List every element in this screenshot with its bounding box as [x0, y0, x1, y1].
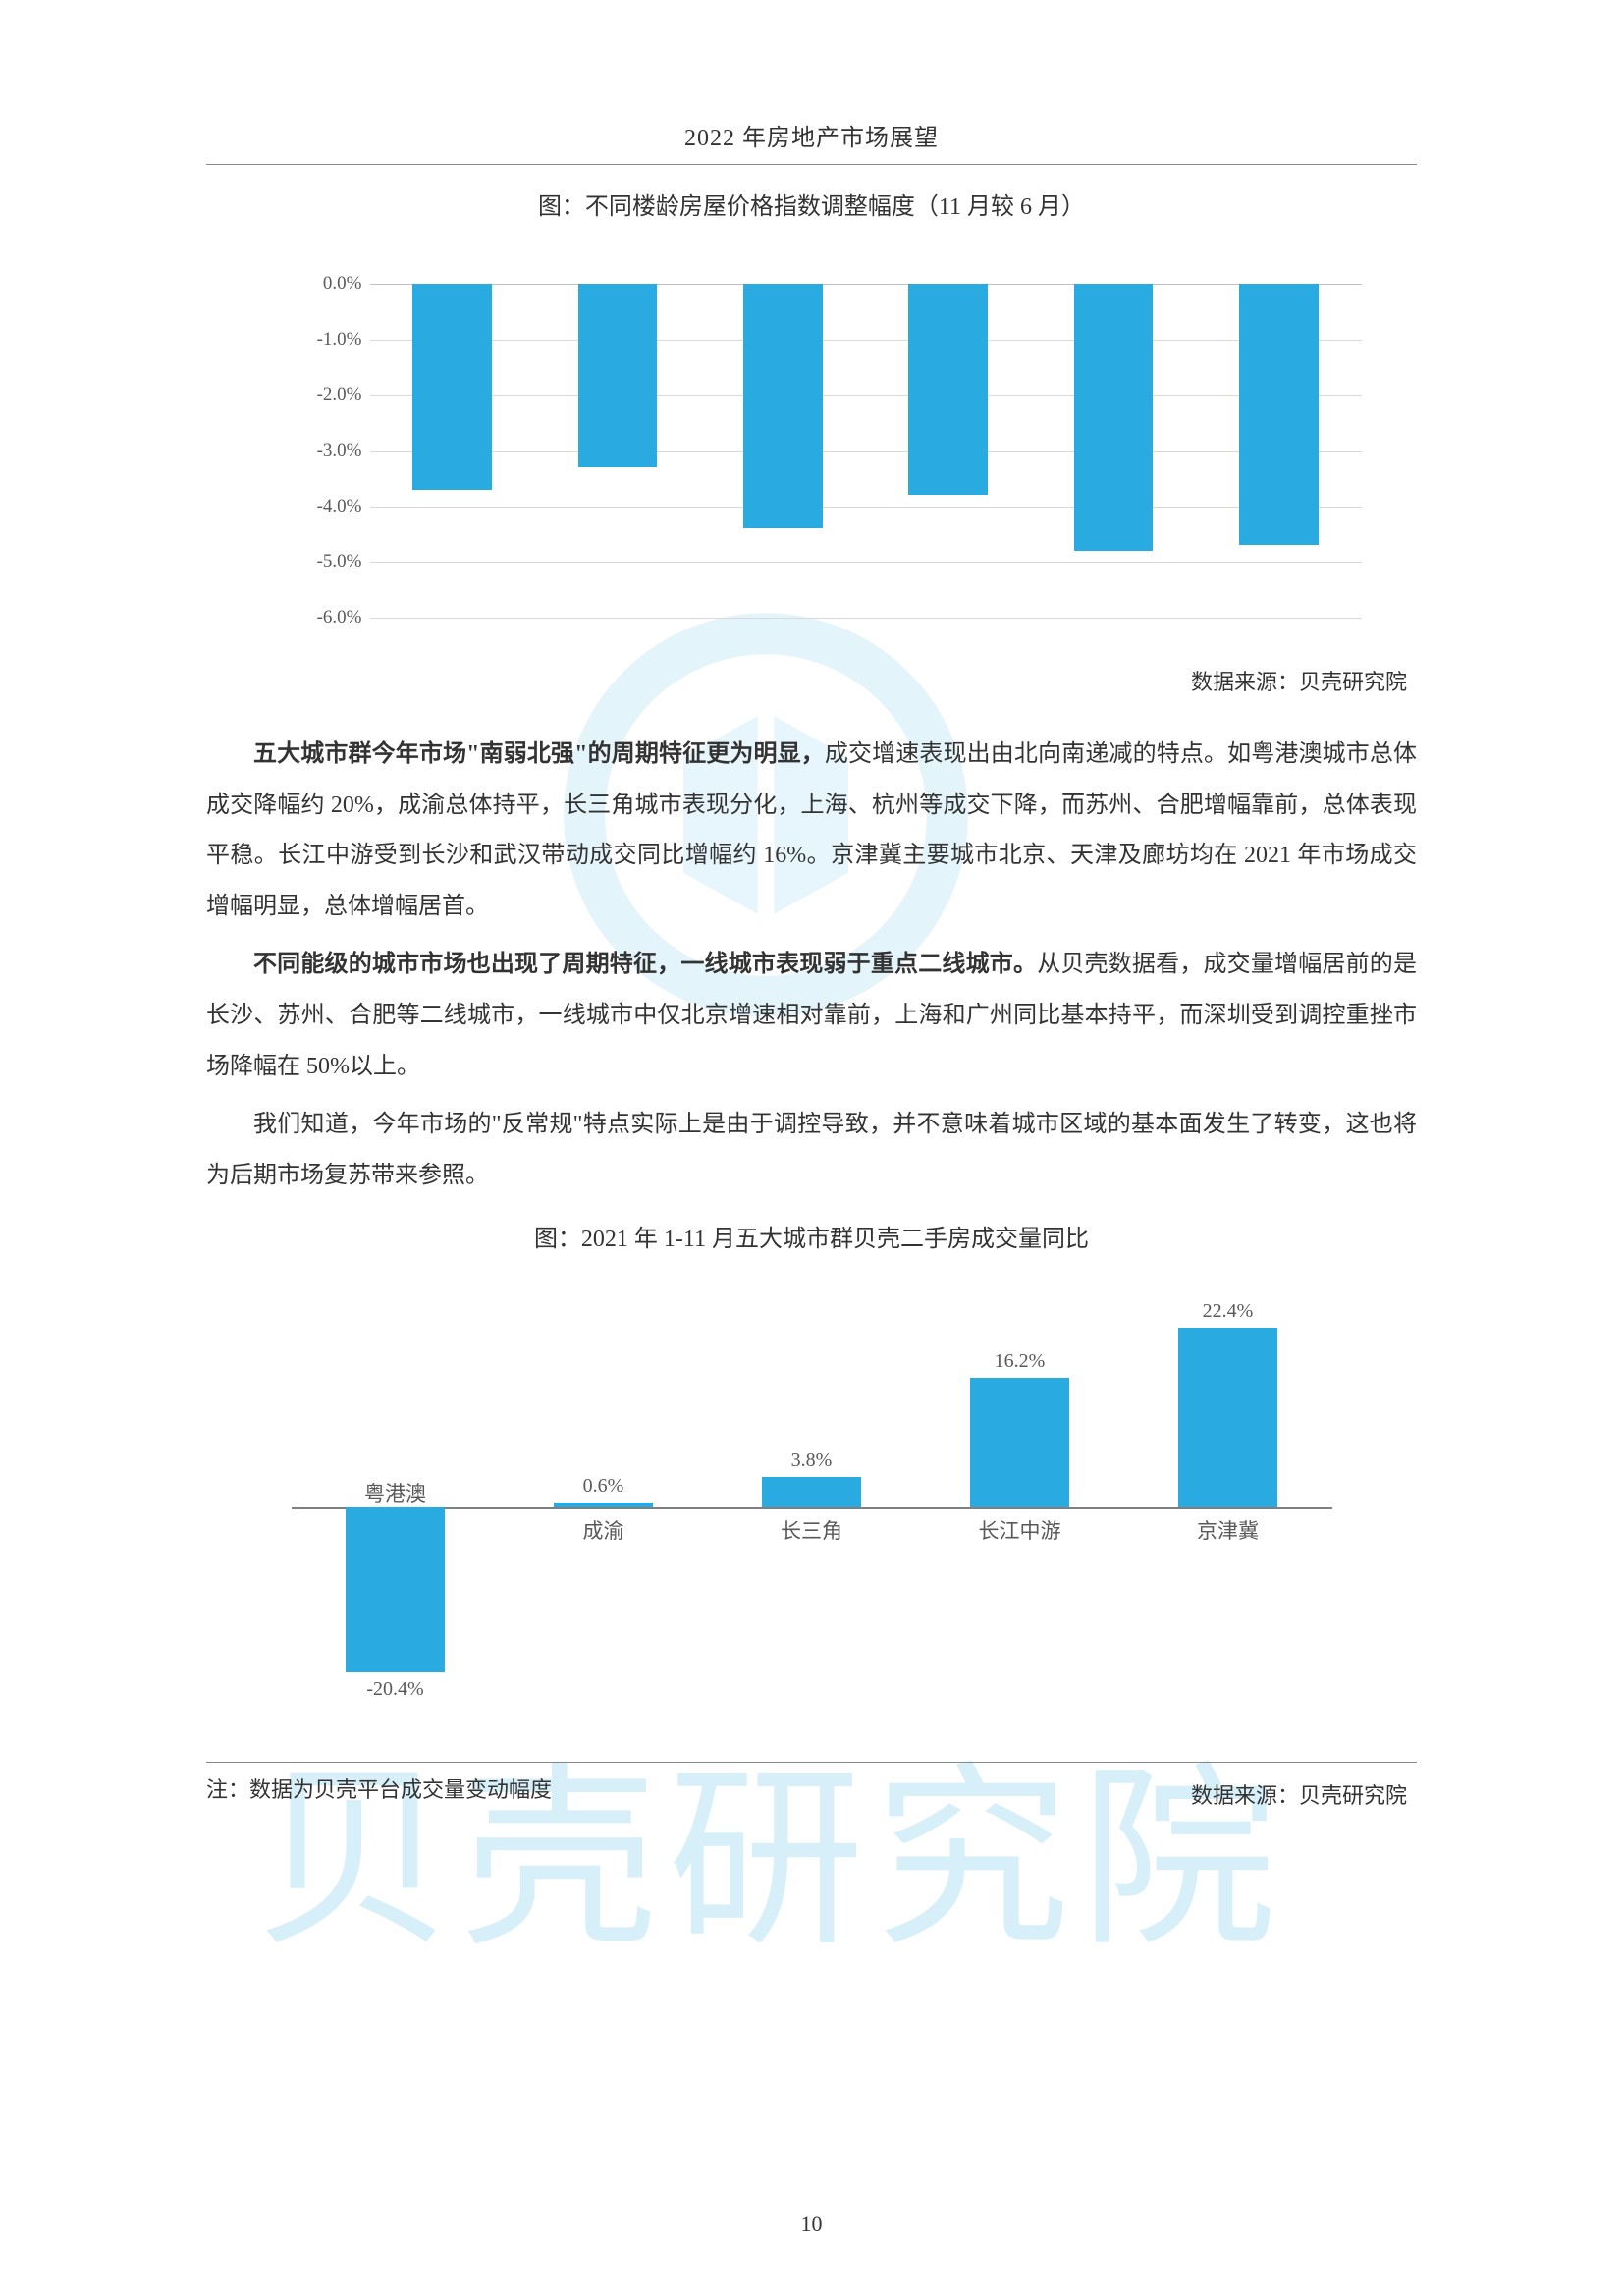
chart1-ytick: -3.0%	[317, 440, 362, 462]
chart1-ytick: -5.0%	[317, 551, 362, 573]
chart1-bar	[743, 284, 823, 528]
chart1-container: 0.0%-1.0%-2.0%-3.0%-4.0%-5.0%-6.0% 0-5年5…	[262, 235, 1362, 657]
paragraph-2: 不同能级的城市市场也出现了周期特征，一线城市表现弱于重点二线城市。从贝壳数据看，…	[206, 940, 1417, 1092]
chart2-category-label: 成渝	[583, 1515, 624, 1545]
chart2-bar	[970, 1378, 1070, 1508]
chart2-bar	[554, 1503, 654, 1507]
document-header-title: 2022 年房地产市场展望	[206, 118, 1417, 165]
page-number: 10	[0, 2212, 1623, 2237]
chart1-ytick: -4.0%	[317, 496, 362, 518]
chart2-bar	[346, 1507, 446, 1671]
chart2-bar	[762, 1477, 862, 1507]
chart2-value-label: 0.6%	[583, 1475, 624, 1498]
chart1-ytick: 0.0%	[323, 273, 362, 295]
paragraph-1-rest: 成交增速表现出由北向南递减的特点。如粤港澳城市总体成交降幅约 20%，成渝总体持…	[206, 741, 1417, 919]
chart1-bar	[908, 284, 988, 495]
chart2-value-label: 3.8%	[791, 1449, 833, 1472]
chart2-category-label: 长江中游	[979, 1515, 1061, 1545]
chart2-value-label: -20.4%	[366, 1678, 423, 1701]
chart1-ytick: -6.0%	[317, 607, 362, 629]
paragraph-1-bold: 五大城市群今年市场"南弱北强"的周期特征更为明显，	[253, 741, 825, 767]
chart1-bar	[412, 284, 492, 490]
chart1-ytick: -1.0%	[317, 329, 362, 351]
chart1-bar	[1239, 284, 1319, 545]
chart2-bar	[1178, 1328, 1278, 1508]
chart1-bar	[1074, 284, 1154, 551]
chart2-category-label: 长三角	[781, 1515, 842, 1545]
chart1-title: 图：不同楼龄房屋价格指数调整幅度（11 月较 6 月）	[206, 187, 1417, 221]
paragraph-1: 五大城市群今年市场"南弱北强"的周期特征更为明显，成交增速表现出由北向南递减的特…	[206, 730, 1417, 932]
chart1-bar	[578, 284, 658, 467]
chart2-container: 粤港澳 -20.4% 成渝 0.6% 长三角 3.8% 长江中游 16.2% 京津冀 22.4%	[262, 1267, 1362, 1758]
chart2-note: 注：数据为贝壳平台成交量变动幅度	[206, 1773, 552, 1804]
paragraph-3: 我们知道，今年市场的"反常规"特点实际上是由于调控导致，并不意味着城市区域的基本…	[206, 1100, 1417, 1201]
paragraph-2-bold: 不同能级的城市市场也出现了周期特征，一线城市表现弱于重点二线城市。	[253, 952, 1037, 977]
chart2-title: 图：2021 年 1-11 月五大城市群贝壳二手房成交量同比	[206, 1219, 1417, 1253]
chart2-category-label: 京津冀	[1197, 1515, 1259, 1545]
chart1-ytick: -2.0%	[317, 384, 362, 406]
chart2-value-label: 22.4%	[1203, 1300, 1254, 1323]
chart2-value-label: 16.2%	[995, 1350, 1046, 1373]
chart2-category-label: 粤港澳	[364, 1478, 426, 1507]
chart1-source: 数据来源：贝壳研究院	[206, 665, 1407, 696]
